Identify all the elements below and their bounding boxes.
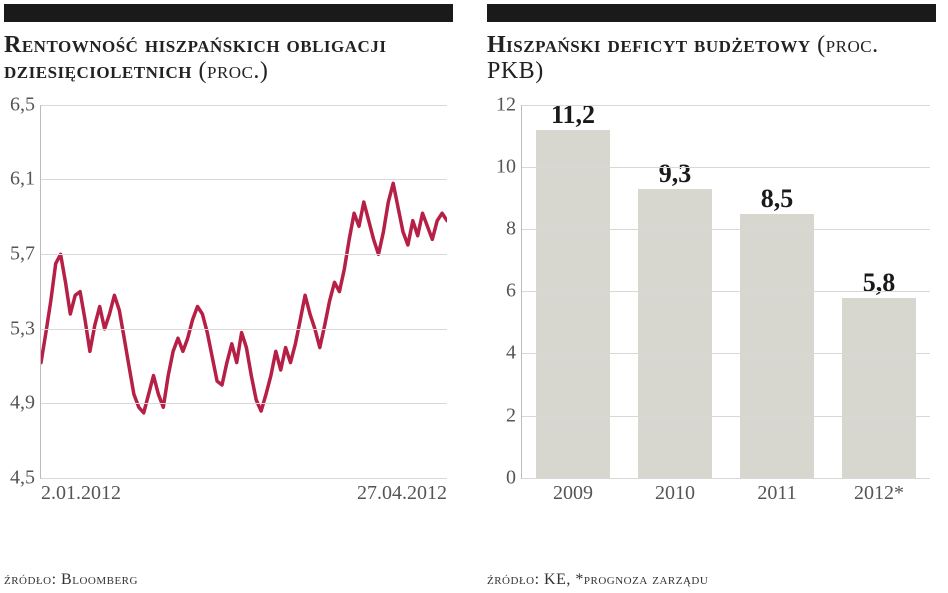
y-axis-label: 4,9 [10,392,41,415]
right-title: Hiszpański deficyt budżetowy (proc. PKB) [487,32,936,85]
y-axis-label: 6,1 [10,168,41,191]
bar [536,130,609,478]
line-svg [41,105,447,478]
bar-category-label: 2011 [726,478,828,505]
right-title-main: Hiszpański deficyt budżetowy [487,32,811,58]
y-axis-label: 6 [506,280,522,303]
right-source: źródło: KE, *prognoza zarządu [487,571,936,589]
line-chart: 4,54,95,35,76,16,52.01.201227.04.2012 [4,99,453,535]
bar [740,214,813,478]
panel-topbar [4,4,453,22]
left-source: źródło: Bloomberg [4,571,453,589]
bar-category-label: 2012* [828,478,930,505]
page: Rentowność hiszpańskich obligacji dziesi… [0,0,948,593]
y-axis-label: 0 [506,466,522,489]
yield-line [41,183,447,413]
gridline [522,416,930,417]
bar [842,298,915,478]
bar-value-label: 9,3 [659,159,692,189]
gridline [41,105,447,106]
y-axis-label: 6,5 [10,93,41,116]
left-title: Rentowność hiszpańskich obligacji dziesi… [4,32,453,85]
bar-value-label: 8,5 [761,184,794,214]
gridline [522,353,930,354]
y-axis-label: 4 [506,342,522,365]
bar-plot-area: 11,220099,320108,520115,82012* 024681012 [521,105,930,479]
gridline [522,478,930,479]
bar-category-label: 2009 [522,478,624,505]
y-axis-label: 5,7 [10,242,41,265]
gridline [522,105,930,106]
gridline [522,291,930,292]
gridline [522,229,930,230]
y-axis-label: 4,5 [10,466,41,489]
y-axis-label: 12 [496,93,522,116]
y-axis-label: 8 [506,218,522,241]
bar-category-label: 2010 [624,478,726,505]
y-axis-label: 10 [496,155,522,178]
gridline [41,403,447,404]
y-axis-label: 5,3 [10,317,41,340]
gridline [41,254,447,255]
panel-topbar [487,4,936,22]
bar-value-label: 5,8 [863,268,896,298]
bar [638,189,711,478]
x-axis-label: 27.04.2012 [357,478,447,505]
line-plot-area: 4,54,95,35,76,16,52.01.201227.04.2012 [40,105,447,479]
right-panel: Hiszpański deficyt budżetowy (proc. PKB)… [465,0,948,593]
gridline [522,167,930,168]
gridline [41,329,447,330]
left-title-paren: (proc.) [199,58,269,84]
bar-chart: 11,220099,320108,520115,82012* 024681012 [487,99,936,535]
x-axis-label: 2.01.2012 [41,478,121,505]
gridline [41,179,447,180]
left-panel: Rentowność hiszpańskich obligacji dziesi… [0,0,465,593]
y-axis-label: 2 [506,404,522,427]
left-title-main: Rentowność hiszpańskich obligacji dziesi… [4,32,386,84]
